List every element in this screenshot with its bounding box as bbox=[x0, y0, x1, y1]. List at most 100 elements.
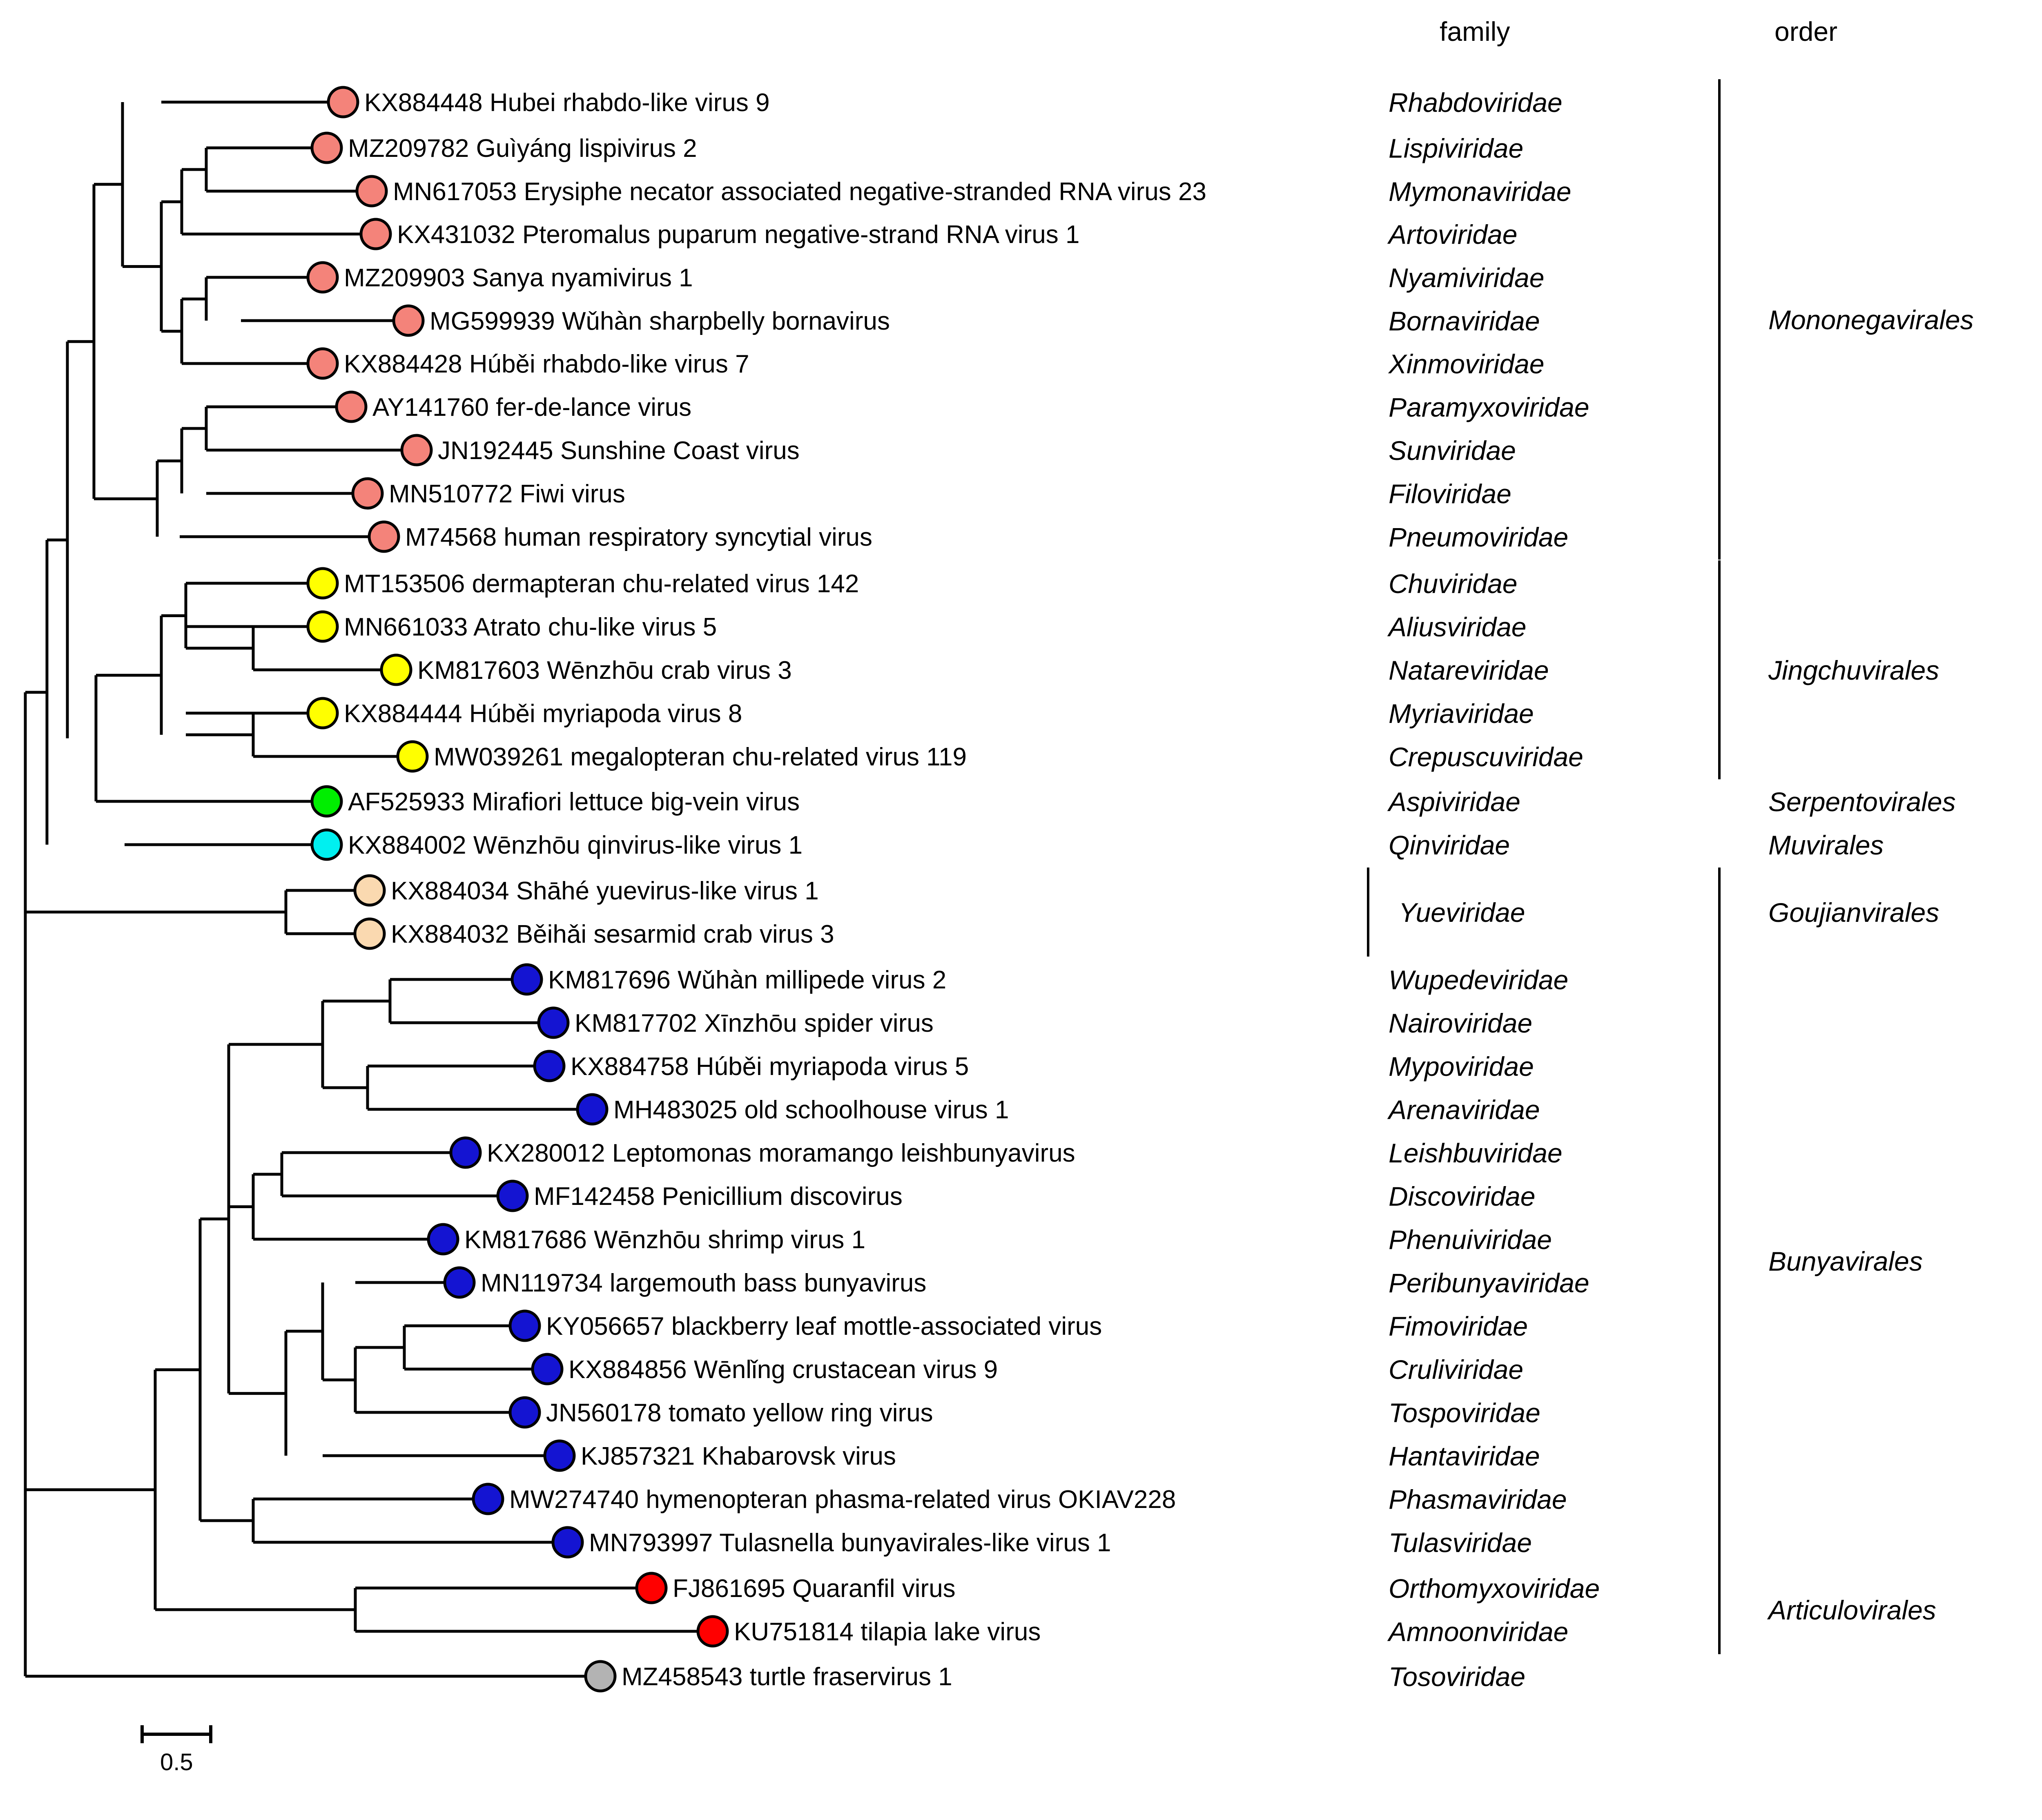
taxon-label: MG599939 Wǔhàn sharpbelly bornavirus bbox=[430, 307, 890, 335]
taxon-label: MZ209903 Sanya nyamivirus 1 bbox=[344, 264, 693, 292]
family-label: Mypoviridae bbox=[1389, 1051, 1534, 1082]
tree-tip: MZ209903 Sanya nyamivirus 1 bbox=[306, 261, 693, 294]
tree-tip: MN793997 Tulasnella bunyavirales-like vi… bbox=[551, 1526, 1111, 1559]
taxon-marker-dot bbox=[472, 1483, 504, 1515]
taxon-label: JN560178 tomato yellow ring virus bbox=[546, 1399, 933, 1427]
taxon-marker-dot bbox=[576, 1093, 609, 1126]
tree-tip: KX884034 Shāhé yuevirus-like virus 1 bbox=[353, 874, 819, 907]
family-label: Natareviridae bbox=[1389, 655, 1549, 685]
taxon-marker-dot bbox=[335, 390, 368, 423]
tree-tip: MN119734 largemouth bass bunyavirus bbox=[443, 1266, 926, 1299]
tree-tip: KM817702 Xīnzhōu spider virus bbox=[537, 1006, 934, 1039]
family-label: Cruliviridae bbox=[1389, 1354, 1523, 1385]
family-label: Aliusviridae bbox=[1387, 612, 1526, 642]
taxon-label: KJ857321 Khabarovsk virus bbox=[581, 1442, 896, 1470]
family-label: Discoviridae bbox=[1389, 1181, 1535, 1211]
order-label: Goujianvirales bbox=[1768, 897, 1939, 928]
tree-tip: MN510772 Fiwi virus bbox=[351, 477, 625, 510]
family-label: Qinviridae bbox=[1389, 830, 1510, 860]
scale-bar-label: 0.5 bbox=[160, 1749, 193, 1775]
tree-tip: FJ861695 Quaranfil virus bbox=[635, 1572, 956, 1604]
taxon-label: MN119734 largemouth bass bunyavirus bbox=[481, 1269, 926, 1297]
family-label: Xinmoviridae bbox=[1388, 349, 1545, 379]
taxon-label: KX884448 Hubei rhabdo-like virus 9 bbox=[364, 89, 770, 117]
taxonomy-annotations: Rhabdoviridae Lispiviridae Mymonaviridae Ar… bbox=[1367, 79, 1974, 1692]
family-label: Phenuiviridae bbox=[1389, 1224, 1552, 1255]
tree-tip: KX884428 Húběi rhabdo-like virus 7 bbox=[306, 347, 749, 380]
tree-tip: KM817686 Wēnzhōu shrimp virus 1 bbox=[427, 1223, 865, 1256]
family-label: Bornaviridae bbox=[1389, 306, 1540, 336]
order-label: Serpentovirales bbox=[1768, 787, 1956, 817]
order-label: Mononegavirales bbox=[1768, 305, 1974, 335]
family-label: Tulasviridae bbox=[1389, 1528, 1532, 1558]
taxon-marker-dot bbox=[449, 1136, 482, 1169]
family-label: Nairoviridae bbox=[1389, 1008, 1532, 1038]
family-label: Tosoviridae bbox=[1389, 1662, 1525, 1692]
taxon-label: MZ458543 turtle fraservirus 1 bbox=[622, 1663, 952, 1691]
taxon-label: KX431032 Pteromalus puparum negative-str… bbox=[397, 221, 1079, 249]
taxon-marker-dot bbox=[306, 347, 339, 380]
taxon-marker-dot bbox=[355, 175, 388, 207]
tree-tip: KU751814 tilapia lake virus bbox=[696, 1615, 1041, 1648]
family-label: Mymonaviridae bbox=[1389, 176, 1572, 207]
order-label: Bunyavirales bbox=[1768, 1246, 1923, 1276]
taxon-label: MN661033 Atrato chu-like virus 5 bbox=[344, 613, 717, 641]
taxon-marker-dot bbox=[306, 697, 339, 729]
family-label: Wupedeviridae bbox=[1389, 965, 1568, 995]
taxon-marker-dot bbox=[353, 917, 386, 950]
tree-tip: MZ209782 Guìyáng lispivirus 2 bbox=[310, 132, 697, 164]
taxon-marker-dot bbox=[306, 567, 339, 600]
tree-tip: MT153506 dermapteran chu-related virus 1… bbox=[306, 567, 859, 600]
tree-tip: MW039261 megalopteran chu-related virus … bbox=[396, 740, 967, 773]
taxon-label: KM817686 Wēnzhōu shrimp virus 1 bbox=[464, 1226, 865, 1254]
order-label: Muvirales bbox=[1768, 830, 1884, 860]
family-label: Orthomyxoviridae bbox=[1389, 1573, 1600, 1604]
tree-tip: KX884856 Wēnlǐng crustacean virus 9 bbox=[531, 1353, 998, 1385]
tree-tip: AF525933 Mirafiori lettuce big-vein viru… bbox=[310, 785, 800, 818]
tree-tip: MN617053 Erysiphe necator associated neg… bbox=[355, 175, 1206, 207]
taxon-label: KX884428 Húběi rhabdo-like virus 7 bbox=[344, 350, 749, 378]
taxon-label: MF142458 Penicillium discovirus bbox=[534, 1182, 903, 1211]
taxon-marker-dot bbox=[400, 434, 433, 466]
taxon-label: KX884002 Wēnzhōu qinvirus-like virus 1 bbox=[348, 831, 803, 859]
taxon-label: MT153506 dermapteran chu-related virus 1… bbox=[344, 570, 859, 598]
tree-tip: JN192445 Sunshine Coast virus bbox=[400, 434, 800, 466]
tree-tip: M74568 human respiratory syncytial virus bbox=[368, 520, 872, 553]
tree-tip: JN560178 tomato yellow ring virus bbox=[508, 1396, 933, 1429]
taxon-marker-dot bbox=[508, 1309, 541, 1342]
tree-tip: KX884758 Húběi myriapoda virus 5 bbox=[533, 1050, 969, 1082]
taxon-label: AF525933 Mirafiori lettuce big-vein viru… bbox=[348, 788, 800, 816]
taxon-label: KM817696 Wǔhàn millipede virus 2 bbox=[548, 966, 946, 994]
family-label: Peribunyaviridae bbox=[1389, 1268, 1589, 1298]
tree-tip: MZ458543 turtle fraservirus 1 bbox=[584, 1660, 952, 1693]
taxon-label: KX884758 Húběi myriapoda virus 5 bbox=[571, 1053, 969, 1081]
taxon-label: KY056657 blackberry leaf mottle-associat… bbox=[546, 1312, 1102, 1340]
taxon-label: KU751814 tilapia lake virus bbox=[734, 1618, 1041, 1646]
taxon-marker-dot bbox=[396, 740, 429, 773]
family-label: Sunviridae bbox=[1389, 435, 1516, 466]
tree-tip: MH483025 old schoolhouse virus 1 bbox=[576, 1093, 1009, 1126]
taxon-marker-dot bbox=[508, 1396, 541, 1429]
family-label: Amnoonviridae bbox=[1387, 1617, 1568, 1647]
header-family: family bbox=[1440, 16, 1510, 47]
taxon-label: MN510772 Fiwi virus bbox=[389, 480, 625, 508]
tree-tip: AY141760 fer-de-lance virus bbox=[335, 390, 691, 423]
family-label: Phasmaviridae bbox=[1389, 1484, 1567, 1514]
family-label: Artoviridae bbox=[1387, 219, 1517, 250]
taxon-label: AY141760 fer-de-lance virus bbox=[372, 393, 691, 422]
tree-tips: KX884448 Hubei rhabdo-like virus 9 MZ2097… bbox=[306, 86, 1206, 1693]
taxon-marker-dot bbox=[353, 874, 386, 907]
taxon-marker-dot bbox=[351, 477, 384, 510]
taxon-marker-dot bbox=[543, 1439, 576, 1472]
taxon-marker-dot bbox=[359, 218, 392, 250]
taxon-label: M74568 human respiratory syncytial virus bbox=[405, 523, 872, 551]
taxon-marker-dot bbox=[327, 86, 359, 118]
tree-tip: KX884444 Húběi myriapoda virus 8 bbox=[306, 697, 742, 729]
taxon-marker-dot bbox=[392, 304, 425, 337]
taxon-marker-dot bbox=[306, 261, 339, 294]
family-label: Filoviridae bbox=[1389, 479, 1511, 509]
tree-tip: MW274740 hymenopteran phasma-related vir… bbox=[472, 1483, 1176, 1515]
taxon-marker-dot bbox=[584, 1660, 617, 1693]
tree-tip: KX431032 Pteromalus puparum negative-str… bbox=[359, 218, 1079, 250]
